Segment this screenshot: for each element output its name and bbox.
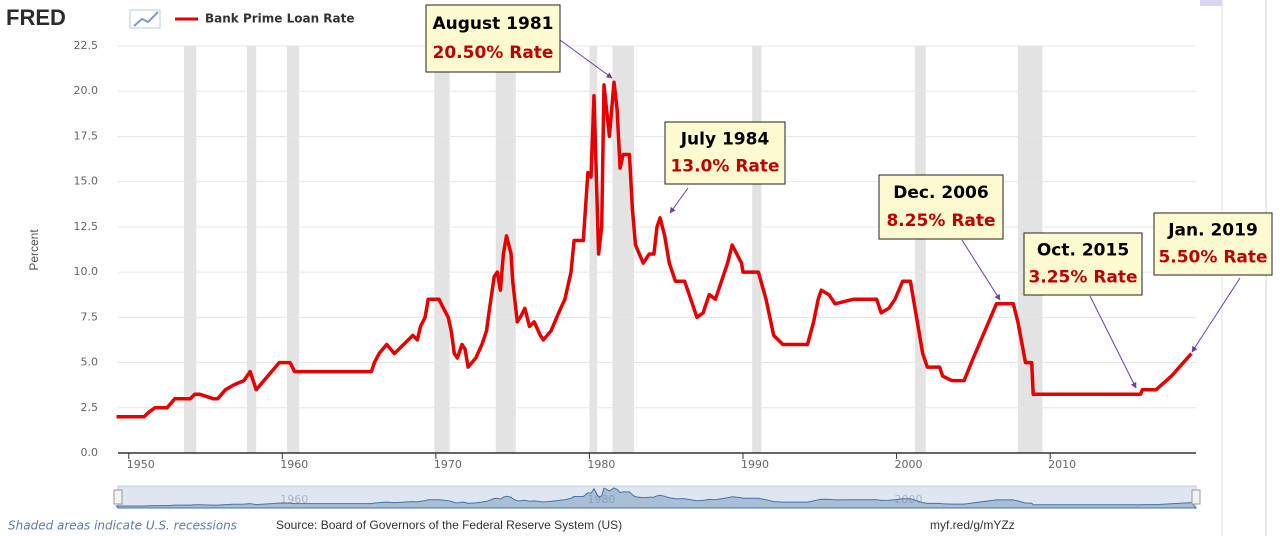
annotation-box [425,4,561,73]
footer-link[interactable]: myf.red/g/mYZz [930,518,1015,532]
annotation-text: 8.25% Rate [886,211,995,231]
annotation-box [1153,212,1273,276]
x-tick-label: 1980 [587,458,615,471]
annotation-box [664,121,786,185]
x-tick-label: 2000 [895,458,923,471]
annotation-text: 5.50% Rate [1158,248,1267,268]
footer-note: Shaded areas indicate U.S. recessions [8,519,237,533]
x-tick-label: 1990 [741,458,769,471]
recession-band [246,46,257,453]
recession-band [434,46,450,453]
navigator-label: 2000 [895,493,923,506]
annotation-arrow [669,187,689,214]
data-line [116,80,1193,419]
x-tick-label: 2010 [1048,458,1076,471]
x-tick-label: 1970 [434,458,462,471]
x-tick-label: 1950 [127,458,155,471]
annotation-title: July 1984 [680,129,770,149]
y-axis-label: Percent [27,229,41,271]
navigator-handle[interactable] [1191,489,1201,505]
y-tick-label: 22.5 [74,39,99,52]
footer-source: Source: Board of Governors of the Federa… [276,518,622,532]
y-tick-label: 17.5 [74,129,99,142]
annotation-box [1023,232,1143,296]
annotation-text: 3.25% Rate [1028,268,1137,288]
navigator-label: 1980 [587,493,615,506]
recession-band [914,46,926,453]
annotation-title: Oct. 2015 [1037,240,1129,260]
brand-icon-frame [129,9,161,29]
y-tick-label: 20.0 [74,84,99,97]
legend-label: Bank Prime Loan Rate [205,12,355,26]
annotation-arrow [961,239,1001,301]
annotation-title: Jan. 2019 [1167,220,1258,240]
y-tick-label: 15.0 [74,175,99,188]
y-tick-label: 12.5 [74,220,99,233]
y-tick-label: 10.0 [74,265,99,278]
brand-icon [133,11,159,27]
annotation-arrow [559,39,613,79]
y-tick-label: 5.0 [81,356,99,369]
annotation-title: Dec. 2006 [893,183,988,203]
recession-band [286,46,300,453]
recession-band [184,46,197,453]
brand-logo: FRED [6,5,66,30]
annotation-text: 20.50% Rate [433,43,554,63]
corner-tab [1200,0,1222,6]
y-tick-label: 2.5 [81,401,99,414]
y-tick-label: 7.5 [81,310,99,323]
recession-band [589,46,598,453]
annotation-arrow [1089,295,1137,389]
annotation-text: 13.0% Rate [670,157,779,177]
annotation-box [878,174,1004,240]
annotation-arrow [1191,277,1241,353]
navigator-handle[interactable] [113,489,123,505]
navigator-area [115,487,1198,509]
annotation-title: August 1981 [432,14,553,34]
x-tick-label: 1960 [280,458,308,471]
y-tick-label: 0.0 [81,446,99,459]
recession-band [752,46,762,453]
